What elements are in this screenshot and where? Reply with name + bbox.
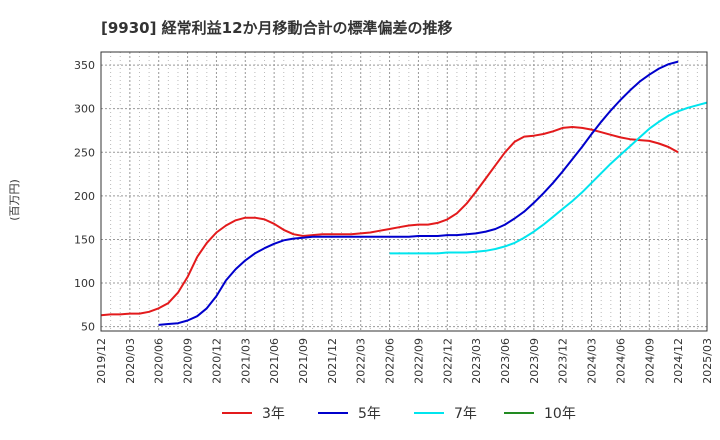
legend-label-2: 7年 xyxy=(454,406,477,422)
x-tick-label: 2024/09 xyxy=(643,338,656,384)
x-tick-label: 2024/03 xyxy=(586,338,599,384)
series-line-1 xyxy=(158,60,679,326)
x-tick-label: 2023/09 xyxy=(528,338,541,384)
x-tick-label: 2023/06 xyxy=(499,338,512,384)
x-tick-label: 2024/06 xyxy=(614,338,627,384)
series-lines xyxy=(100,60,708,326)
y-tick-label: 250 xyxy=(74,146,95,159)
legend-label-3: 10年 xyxy=(544,406,576,422)
x-tick-label: 2020/03 xyxy=(124,338,137,384)
series-line-0 xyxy=(100,126,679,317)
plot-area xyxy=(100,51,708,332)
x-tick-label: 2020/12 xyxy=(210,338,223,384)
x-tick-labels: 2019/12 2020/03 2020/06 2020/09 2020/12 2021/… xyxy=(95,338,714,384)
x-tick-label: 2022/12 xyxy=(441,338,454,384)
x-tick-label: 2021/03 xyxy=(239,338,252,384)
y-tick-label: 50 xyxy=(81,321,95,334)
x-tick-label: 2020/06 xyxy=(153,338,166,384)
y-tick-label: 300 xyxy=(74,103,95,116)
x-tick-label: 2021/12 xyxy=(326,338,339,384)
legend-label-1: 5年 xyxy=(358,406,381,422)
series-line-2 xyxy=(389,101,708,255)
y-tick-label: 150 xyxy=(74,233,95,246)
x-tick-label: 2022/09 xyxy=(412,338,425,384)
x-tick-label: 2023/03 xyxy=(470,338,483,384)
legend: 3年 5年 7年 10年 xyxy=(222,406,576,422)
y-tick-labels: 50 100 150 200 250 300 350 xyxy=(74,59,95,334)
chart-title: [9930] 経常利益12か月移動合計の標準偏差の推移 xyxy=(101,19,453,37)
y-axis-label: (百万円) xyxy=(8,179,21,221)
y-tick-label: 200 xyxy=(74,190,95,203)
grid xyxy=(101,52,707,331)
x-tick-label: 2021/06 xyxy=(268,338,281,384)
y-tick-label: 100 xyxy=(74,277,95,290)
x-tick-label: 2019/12 xyxy=(95,338,108,384)
x-tick-label: 2023/12 xyxy=(557,338,570,384)
x-tick-label: 2020/09 xyxy=(182,338,195,384)
x-tick-label: 2022/03 xyxy=(355,338,368,384)
x-tick-label: 2024/12 xyxy=(672,338,685,384)
x-tick-label: 2025/03 xyxy=(701,338,714,384)
legend-label-0: 3年 xyxy=(262,406,285,422)
y-tick-label: 350 xyxy=(74,59,95,72)
x-tick-label: 2022/06 xyxy=(384,338,397,384)
x-tick-label: 2021/09 xyxy=(297,338,310,384)
